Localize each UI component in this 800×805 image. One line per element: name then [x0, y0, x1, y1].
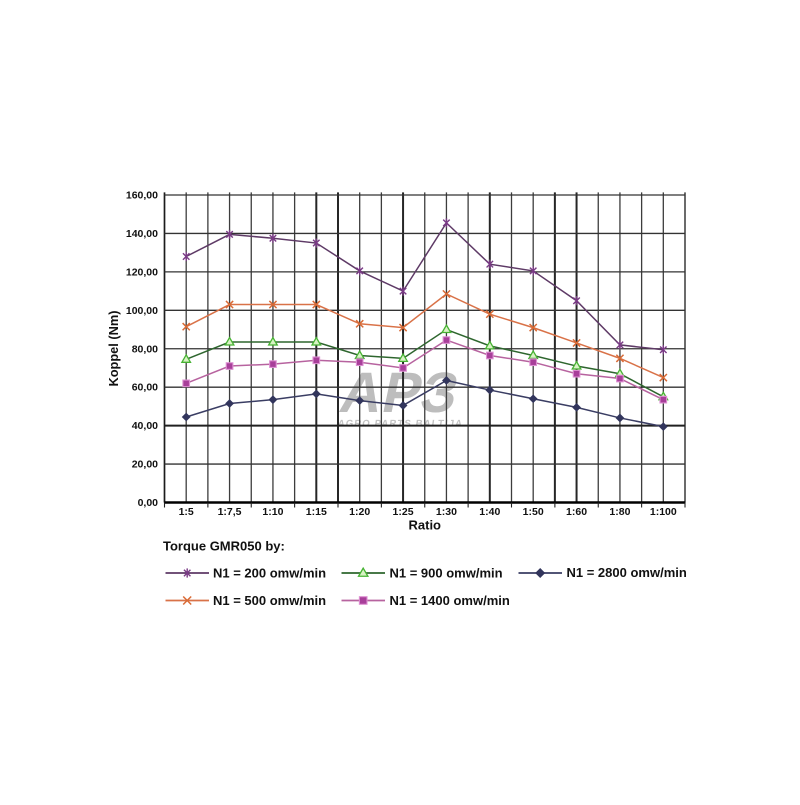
svg-text:1:5: 1:5 — [179, 506, 194, 518]
svg-text:1:30: 1:30 — [436, 506, 457, 518]
svg-text:100,00: 100,00 — [126, 305, 158, 317]
svg-text:120,00: 120,00 — [126, 266, 158, 278]
svg-text:160,00: 160,00 — [126, 190, 158, 202]
svg-text:1:10: 1:10 — [262, 506, 283, 518]
svg-text:AGRO PARTS BALTIJA: AGRO PARTS BALTIJA — [337, 419, 464, 430]
svg-text:1:60: 1:60 — [566, 506, 587, 518]
svg-text:Ratio: Ratio — [409, 518, 442, 533]
svg-text:N1 = 500 omw/min: N1 = 500 omw/min — [213, 593, 326, 608]
svg-text:N1 = 900 omw/min: N1 = 900 omw/min — [390, 566, 503, 581]
svg-text:80,00: 80,00 — [132, 343, 158, 355]
svg-text:1:40: 1:40 — [479, 506, 500, 518]
svg-text:140,00: 140,00 — [126, 228, 158, 240]
svg-text:40,00: 40,00 — [132, 420, 158, 432]
svg-text:N1 = 200 omw/min: N1 = 200 omw/min — [213, 566, 326, 581]
svg-text:60,00: 60,00 — [132, 382, 158, 394]
svg-text:Torque GMR050 by:: Torque GMR050 by: — [163, 539, 285, 554]
svg-text:Koppel (Nm): Koppel (Nm) — [106, 310, 121, 386]
svg-text:20,00: 20,00 — [132, 459, 158, 471]
svg-text:1:80: 1:80 — [609, 506, 630, 518]
svg-text:0,00: 0,00 — [138, 497, 159, 509]
svg-text:N1 = 2800 omw/min: N1 = 2800 omw/min — [567, 565, 687, 580]
svg-text:1:25: 1:25 — [393, 506, 414, 518]
svg-text:1:50: 1:50 — [523, 506, 544, 518]
svg-text:N1 = 1400 omw/min: N1 = 1400 omw/min — [390, 593, 510, 608]
svg-text:1:7,5: 1:7,5 — [218, 506, 242, 518]
svg-text:1:20: 1:20 — [349, 506, 370, 518]
svg-text:1:100: 1:100 — [650, 506, 677, 518]
svg-text:АРЗ: АРЗ — [335, 362, 466, 425]
svg-text:1:15: 1:15 — [306, 506, 327, 518]
